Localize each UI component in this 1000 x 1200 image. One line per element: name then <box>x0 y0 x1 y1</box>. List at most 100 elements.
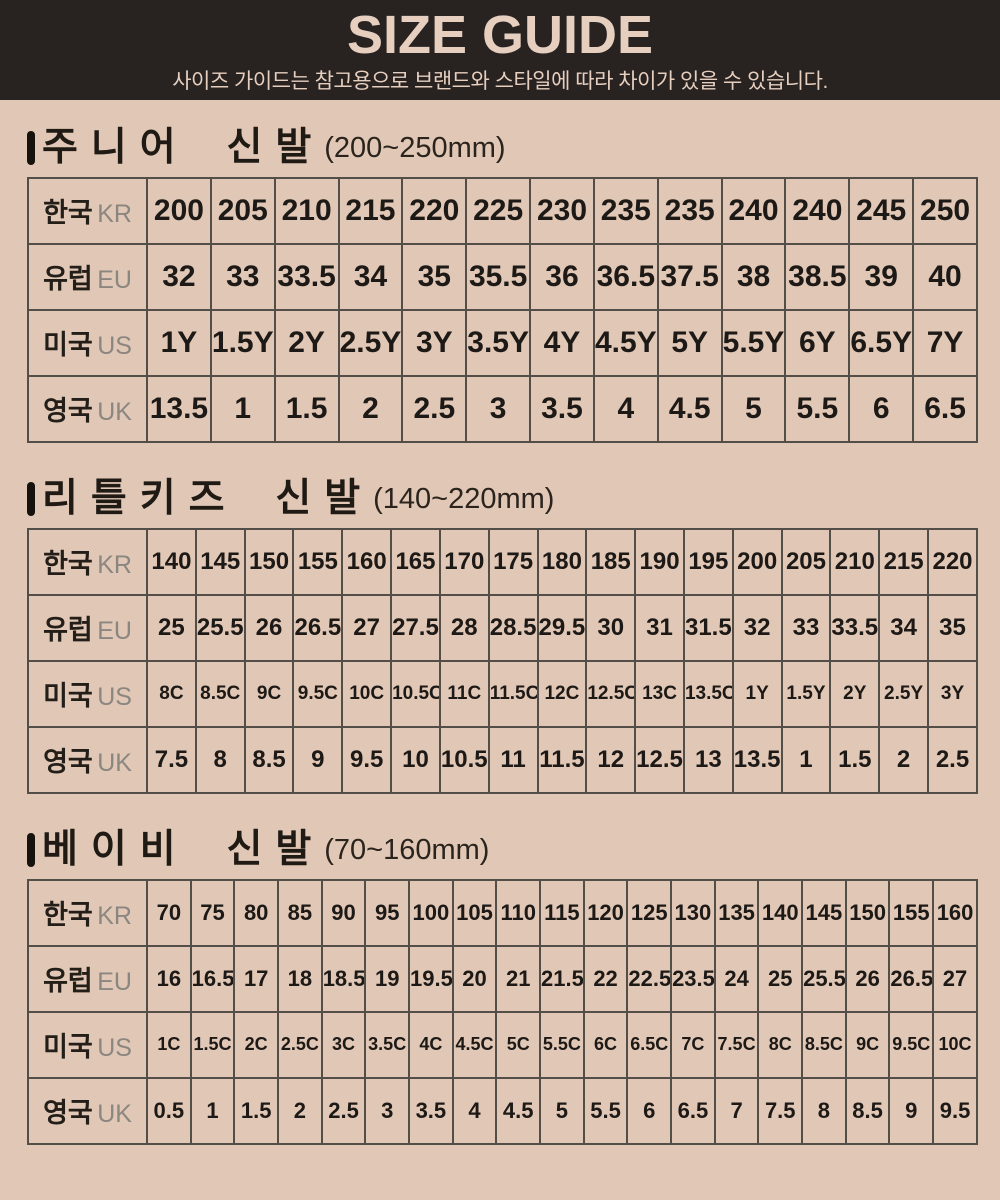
size-cell: 140 <box>146 527 197 596</box>
table-row: 영국 UK 0.5 1 1.5 2 2.5 3 3.5 4 4.5 5 5.5 6 6.5 7 7.5 8 8.5… <box>27 1076 978 1145</box>
size-cell: 1.5 <box>233 1076 280 1145</box>
size-cell: 27.5 <box>390 593 441 662</box>
size-cell: 6C <box>582 1010 629 1079</box>
row-label: 영국 UK <box>27 374 148 443</box>
size-cell: 6.5 <box>912 374 978 443</box>
size-cell: 5 <box>539 1076 585 1145</box>
size-cell: 6 <box>626 1076 673 1145</box>
row-label-code: UK <box>97 1100 132 1129</box>
size-cell: 220 <box>927 527 978 596</box>
size-cell: 5Y <box>656 308 723 377</box>
section-title-text: 주니어 신발 <box>42 126 325 169</box>
size-cell: 2.5 <box>320 1076 367 1145</box>
size-cell: 40 <box>912 242 978 311</box>
size-cell: 150 <box>243 527 295 596</box>
size-cell: 1 <box>189 1076 236 1145</box>
size-cell: 225 <box>465 176 532 245</box>
size-cell: 27 <box>341 593 393 662</box>
size-cell: 33.5 <box>829 593 881 662</box>
size-cell: 16 <box>146 944 192 1013</box>
size-cell: 6.5Y <box>848 308 915 377</box>
row-label-code: EU <box>97 617 132 646</box>
size-cell: 5.5 <box>784 374 851 443</box>
size-cell: 130 <box>670 878 716 947</box>
row-label-code: EU <box>97 266 132 295</box>
section-title-text: 리틀키즈 신발 <box>42 476 374 520</box>
size-cell: 18 <box>277 944 323 1013</box>
size-cell: 155 <box>888 878 935 947</box>
title-bar-icon <box>27 833 35 868</box>
size-cell: 11 <box>487 725 539 794</box>
size-cell: 11.5C <box>487 659 539 728</box>
size-cell: 2.5Y <box>337 308 404 377</box>
size-cell: 33.5 <box>273 242 340 311</box>
size-cell: 145 <box>801 878 847 947</box>
size-cell: 2.5Y <box>878 659 929 728</box>
row-label-code: US <box>97 332 132 361</box>
size-section: 베이비 신발 (70~160mm) 한국 KR 70 75 80 85 90 95 100 105 1… <box>27 828 978 1145</box>
row-label-korean: 유럽 <box>43 615 93 646</box>
size-cell: 6Y <box>784 308 851 377</box>
size-cell: 250 <box>912 176 978 245</box>
size-cell: 10C <box>341 659 393 728</box>
size-cell: 32 <box>731 593 783 662</box>
size-cell: 3 <box>364 1076 411 1145</box>
size-cell: 7C <box>670 1010 716 1079</box>
size-cell: 26.5 <box>888 944 935 1013</box>
row-label: 유럽 EU <box>27 944 148 1013</box>
row-label: 미국 US <box>27 659 148 728</box>
size-cell: 25.5 <box>194 593 246 662</box>
size-cell: 25 <box>757 944 804 1013</box>
size-cell: 25 <box>146 593 197 662</box>
size-cell: 35 <box>401 242 468 311</box>
size-cell: 20 <box>451 944 498 1013</box>
table-row: 한국 KR 200 205 210 215 220 225 230 235 235 240 240 24… <box>27 176 978 245</box>
size-cell: 28 <box>438 593 490 662</box>
size-cell: 29.5 <box>536 593 588 662</box>
size-cell: 9 <box>292 725 344 794</box>
page-header: SIZE GUIDE 사이즈 가이드는 참고용으로 브랜드와 스타일에 따라 차… <box>0 0 1000 100</box>
size-cell: 10 <box>390 725 441 794</box>
size-cell: 35 <box>927 593 978 662</box>
size-cell: 1 <box>780 725 832 794</box>
size-cell: 1.5C <box>189 1010 236 1079</box>
size-cell: 1.5 <box>273 374 340 443</box>
size-cell: 4Y <box>529 308 595 377</box>
size-cell: 235 <box>656 176 723 245</box>
size-cell: 9 <box>888 1076 935 1145</box>
size-cell: 1 <box>209 374 276 443</box>
size-cell: 3C <box>320 1010 367 1079</box>
row-label: 한국 KR <box>27 176 148 245</box>
size-cell: 11C <box>438 659 490 728</box>
row-label: 영국 UK <box>27 1076 148 1145</box>
size-cell: 34 <box>337 242 404 311</box>
size-cell: 3.5 <box>408 1076 454 1145</box>
size-cell: 2C <box>233 1010 280 1079</box>
row-label-korean: 유럽 <box>43 966 93 997</box>
size-cell: 10.5C <box>390 659 441 728</box>
size-cell: 2.5 <box>401 374 468 443</box>
section-title-text: 베이비 신발 <box>42 827 325 871</box>
size-cell: 13 <box>682 725 734 794</box>
row-label-code: EU <box>97 968 132 997</box>
size-cell: 195 <box>682 527 734 596</box>
size-cell: 170 <box>438 527 490 596</box>
size-cell: 4.5 <box>495 1076 542 1145</box>
size-cell: 0.5 <box>146 1076 192 1145</box>
size-cell: 3.5 <box>529 374 595 443</box>
row-label-korean: 유럽 <box>43 264 93 295</box>
row-label-code: KR <box>97 551 132 580</box>
size-cell: 2.5C <box>277 1010 323 1079</box>
size-cell: 160 <box>932 878 978 947</box>
size-cell: 27 <box>932 944 978 1013</box>
size-cell: 175 <box>487 527 539 596</box>
size-cell: 8 <box>801 1076 847 1145</box>
size-cell: 17 <box>233 944 280 1013</box>
size-cell: 38.5 <box>784 242 851 311</box>
size-cell: 12.5C <box>585 659 637 728</box>
size-cell: 22 <box>582 944 629 1013</box>
size-cell: 245 <box>848 176 915 245</box>
size-cell: 105 <box>451 878 498 947</box>
size-cell: 115 <box>539 878 585 947</box>
size-cell: 4 <box>592 374 659 443</box>
